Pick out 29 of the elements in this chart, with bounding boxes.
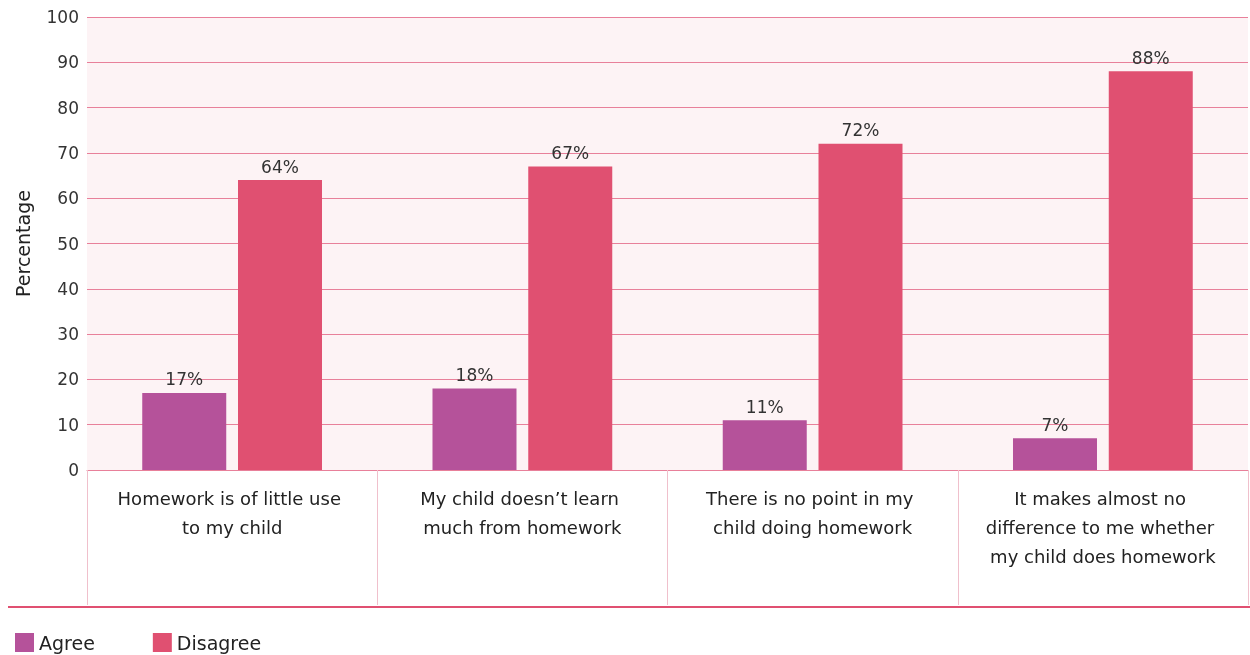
bar xyxy=(1108,71,1193,470)
y-tick-label: 10 xyxy=(57,414,79,435)
y-tick-label: 100 xyxy=(46,7,79,27)
y-tick-label: 30 xyxy=(57,324,79,345)
bar xyxy=(238,180,323,470)
bar xyxy=(528,166,613,470)
y-tick-label: 70 xyxy=(57,142,79,163)
y-tick-label: 60 xyxy=(57,188,79,209)
y-tick-label: 40 xyxy=(57,278,79,299)
data-label: 11% xyxy=(745,396,784,417)
y-tick-label: 0 xyxy=(68,460,79,480)
legend-label: Disagree xyxy=(176,631,262,654)
bar xyxy=(818,143,903,470)
y-axis-title: Percentage xyxy=(11,190,34,297)
x-tick-label: Homework is of little use to my child xyxy=(117,488,347,538)
data-label: 72% xyxy=(841,120,880,141)
bar xyxy=(142,392,227,470)
x-tick-label: There is no point in my child doing homework xyxy=(705,488,920,538)
data-label: 64% xyxy=(261,156,299,177)
y-tick-label: 50 xyxy=(57,233,79,254)
bar xyxy=(432,388,517,470)
y-tick-label: 20 xyxy=(57,369,79,390)
y-tick-label: 80 xyxy=(57,97,79,118)
legend-label: Agree xyxy=(39,631,95,654)
bar xyxy=(1012,438,1097,470)
x-tick-label: My child doesn’t learn much from homework xyxy=(420,488,625,538)
bar xyxy=(722,420,807,470)
x-tick-label: It makes almost no difference to me whether my child does homework xyxy=(985,488,1220,567)
y-tick-label: 90 xyxy=(57,52,79,73)
